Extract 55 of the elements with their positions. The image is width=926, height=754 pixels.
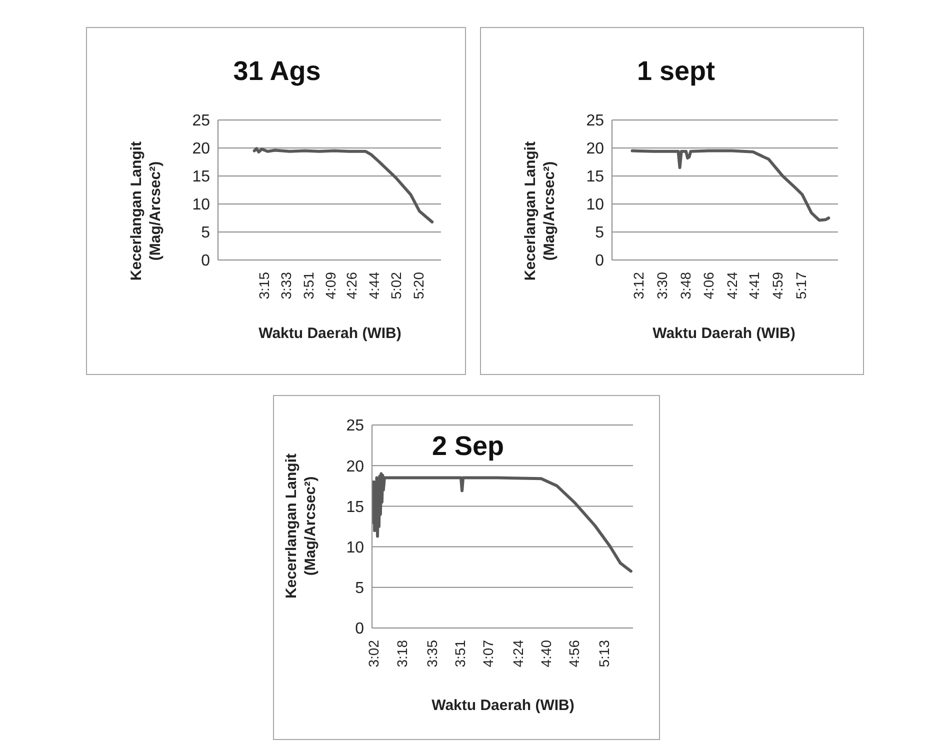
y-tick-label: 0 xyxy=(595,252,604,270)
x-tick-label: 3:12 xyxy=(630,272,646,300)
x-tick-label: 4:56 xyxy=(566,640,582,668)
y-tick-label: 0 xyxy=(201,252,210,270)
x-tick-label: 5:20 xyxy=(410,272,426,300)
x-tick-label: 4:24 xyxy=(724,272,740,300)
x-tick-label: 3:18 xyxy=(394,640,410,668)
x-tick-label: 5:13 xyxy=(596,640,612,668)
y-tick-label: 25 xyxy=(586,112,604,130)
chart-title: 31 Ags xyxy=(232,55,322,88)
y-tick-label: 20 xyxy=(346,458,364,476)
x-tick-label: 4:24 xyxy=(510,640,526,668)
x-tick-label: 4:26 xyxy=(344,272,360,300)
y-tick-label: 10 xyxy=(586,196,604,214)
chart-title: 1 sept xyxy=(636,55,716,88)
x-tick-label: 4:06 xyxy=(700,272,717,300)
y-tick-label: 5 xyxy=(201,224,210,242)
x-tick-label: 3:51 xyxy=(452,640,468,668)
x-tick-label: 4:44 xyxy=(366,272,382,300)
x-axis-title: Waktu Daerah (WIB) xyxy=(258,324,402,344)
y-tick-label: 15 xyxy=(346,498,364,516)
line-series xyxy=(630,149,830,222)
y-axis-title: Kecerlangan Langit (Mag/Arcsec²) xyxy=(521,140,559,283)
x-tick-label: 3:51 xyxy=(300,272,316,300)
y-tick-label: 10 xyxy=(346,539,364,556)
x-tick-label: 4:59 xyxy=(769,272,786,300)
y-tick-label: 0 xyxy=(355,620,364,638)
y-tick-label: 10 xyxy=(192,196,210,214)
line-series xyxy=(252,147,434,224)
y-tick-label: 25 xyxy=(192,112,210,130)
chart-title: 2 Sep xyxy=(432,431,504,461)
y-axis-title: Kecerlangan Langit (Mag/Arcsec²) xyxy=(127,140,165,283)
x-tick-label: 3:02 xyxy=(366,640,382,668)
x-tick-label: 3:33 xyxy=(278,272,294,300)
y-tick-label: 20 xyxy=(586,140,604,158)
x-tick-label: 5:17 xyxy=(792,272,809,300)
x-tick-label: 4:41 xyxy=(746,272,762,300)
x-tick-label: 3:48 xyxy=(677,272,694,300)
x-tick-label: 3:15 xyxy=(256,272,272,300)
x-tick-label: 4:09 xyxy=(322,272,339,300)
y-tick-label: 15 xyxy=(586,168,604,186)
line-series xyxy=(372,472,632,573)
x-tick-label: 5:02 xyxy=(388,272,404,300)
x-tick-label: 4:07 xyxy=(480,640,496,668)
y-tick-label: 5 xyxy=(595,224,604,242)
x-tick-label: 3:35 xyxy=(424,640,440,668)
y-tick-label: 25 xyxy=(346,418,364,435)
y-tick-label: 5 xyxy=(355,580,364,598)
x-axis-title: Waktu Daerah (WIB) xyxy=(652,324,796,344)
y-axis-title: Kecerrlangan Langit (Mag/Arcsec²) xyxy=(282,452,320,601)
x-axis-title: Waktu Daerah (WIB) xyxy=(430,696,576,716)
y-tick-label: 15 xyxy=(192,168,210,186)
x-tick-label: 4:40 xyxy=(538,640,554,668)
x-tick-label: 3:30 xyxy=(654,272,670,300)
y-tick-label: 20 xyxy=(192,140,210,158)
